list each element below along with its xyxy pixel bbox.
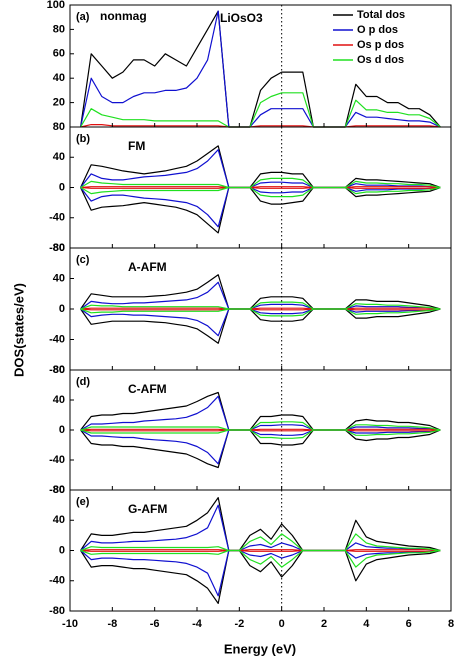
- y-tick-label: 80: [53, 364, 65, 376]
- legend-label: O p dos: [357, 24, 398, 36]
- dos-curve: [80, 549, 441, 604]
- dos-curve: [80, 395, 441, 431]
- x-tick-label: 6: [406, 618, 412, 630]
- y-tick-label: 60: [53, 48, 65, 60]
- panel-name: FM: [128, 139, 145, 153]
- dos-curve: [80, 549, 441, 552]
- y-tick-label: 40: [53, 72, 65, 84]
- y-tick-label: -80: [49, 242, 65, 254]
- dos-curve: [80, 307, 441, 310]
- dos-curve: [80, 186, 441, 189]
- x-tick-label: -2: [234, 618, 244, 630]
- dos-curve: [80, 281, 441, 310]
- y-tick-label: -40: [49, 454, 65, 466]
- x-tick-label: 4: [363, 618, 370, 630]
- dos-curve: [80, 549, 441, 568]
- dos-curve: [80, 429, 441, 469]
- dos-curve: [80, 186, 441, 198]
- dos-curve: [80, 429, 441, 465]
- dos-curve: [80, 429, 441, 432]
- x-tick-label: 2: [321, 618, 327, 630]
- dos-curve: [80, 186, 441, 234]
- formula: LiOsO3: [220, 11, 263, 25]
- legend-label: Total dos: [357, 9, 405, 21]
- y-tick-label: 80: [53, 242, 65, 254]
- panel-name: G-AFM: [128, 502, 167, 516]
- y-tick-label: -40: [49, 575, 65, 587]
- panel-label: (e): [76, 496, 90, 508]
- y-tick-label: 0: [59, 544, 65, 556]
- y-tick-label: 20: [53, 97, 65, 109]
- dos-curve: [80, 308, 441, 311]
- panel-label: (d): [76, 376, 90, 388]
- dos-curve: [80, 301, 441, 310]
- x-tick-label: -4: [192, 618, 203, 630]
- y-tick-label: 0: [59, 181, 65, 193]
- dos-curve: [80, 549, 441, 597]
- dos-curve: [80, 177, 441, 189]
- y-tick-label: 40: [53, 151, 65, 163]
- dos-curve: [80, 308, 441, 317]
- dos-curve: [80, 429, 441, 439]
- y-tick-label: 40: [53, 394, 65, 406]
- dos-curve: [80, 10, 441, 128]
- x-axis-label: Energy (eV): [224, 641, 296, 656]
- panel-label: (c): [76, 254, 90, 266]
- x-tick-label: -10: [62, 618, 78, 630]
- dos-curve: [80, 92, 441, 128]
- dos-curve: [80, 308, 441, 337]
- panel-label: (a): [76, 11, 90, 23]
- y-tick-label: 80: [53, 121, 65, 133]
- legend-label: Os d dos: [357, 54, 404, 66]
- dos-curve: [80, 549, 441, 552]
- panel-label: (b): [76, 133, 90, 145]
- x-tick-label: -6: [150, 618, 160, 630]
- dos-curve: [80, 308, 441, 344]
- dos-curve: [80, 149, 441, 189]
- dos-curve: [80, 504, 441, 552]
- dos-curve: [80, 391, 441, 431]
- y-tick-label: 100: [47, 0, 65, 11]
- dos-curve: [80, 533, 441, 552]
- dos-curve: [80, 186, 441, 228]
- dos-curve: [80, 274, 441, 310]
- panel-name: C-AFM: [128, 382, 167, 396]
- y-tick-label: -80: [49, 364, 65, 376]
- dos-curve: [80, 124, 441, 128]
- dos-curve: [80, 186, 441, 189]
- y-tick-label: 40: [53, 514, 65, 526]
- y-tick-label: 0: [59, 303, 65, 315]
- dos-curve: [80, 10, 441, 128]
- x-tick-label: -8: [107, 618, 117, 630]
- dos-curve: [80, 428, 441, 431]
- y-tick-label: 40: [53, 272, 65, 284]
- y-tick-label: 80: [53, 484, 65, 496]
- y-tick-label: 0: [59, 424, 65, 436]
- legend-label: Os p dos: [357, 39, 404, 51]
- x-tick-label: 0: [279, 618, 285, 630]
- y-axis-label: DOS(states/eV): [11, 283, 26, 377]
- dos-curve: [80, 421, 441, 431]
- panel-name: nonmag: [100, 9, 147, 23]
- panel-name: A-AFM: [128, 260, 167, 274]
- y-tick-label: -80: [49, 484, 65, 496]
- y-tick-label: -40: [49, 333, 65, 345]
- dos-curve: [80, 145, 441, 189]
- y-tick-label: -80: [49, 605, 65, 617]
- x-tick-label: 8: [448, 618, 454, 630]
- y-tick-label: -40: [49, 212, 65, 224]
- y-tick-label: 80: [53, 23, 65, 35]
- dos-curve: [80, 497, 441, 552]
